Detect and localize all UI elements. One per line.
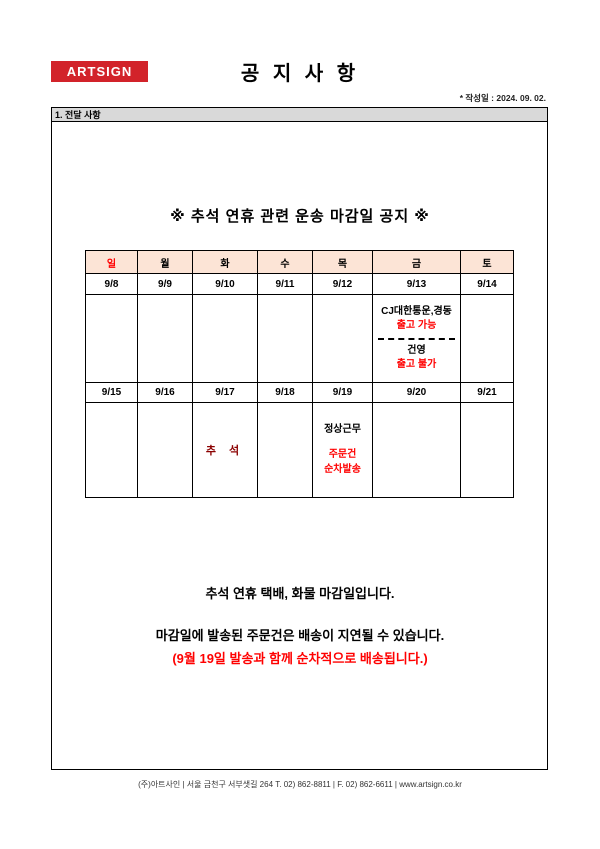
date-cell: 9/10 <box>192 273 258 295</box>
date-cell: 9/15 <box>85 382 138 403</box>
notice-title: ※ 추석 연휴 관련 운송 마감일 공지 ※ <box>170 208 430 225</box>
artsign-logo: ARTSIGN <box>51 61 148 82</box>
dashed-divider <box>378 337 455 340</box>
creation-date: * 작성일 : 2024. 09. 02. <box>459 93 546 103</box>
shipping-calendar-table: 일 월 화 수 목 금 토 9/8 9/9 9/10 9/11 9/12 9/1… <box>85 250 514 498</box>
empty-cell <box>257 294 313 383</box>
empty-cell <box>137 294 193 383</box>
date-cell: 9/16 <box>137 382 193 403</box>
friday-shipping-cell: CJ대한통운,경동 출고 가능 건영 출고 불가 <box>372 294 461 383</box>
empty-cell <box>372 402 461 498</box>
week2-date-row: 9/15 9/16 9/17 9/18 9/19 9/20 9/21 <box>85 382 514 403</box>
holiday-cell-9-17: 추 석 <box>192 402 258 498</box>
date-cell: 9/13 <box>372 273 461 295</box>
section-header: 1. 전달 사항 <box>51 107 548 122</box>
weekday-sun: 일 <box>85 250 138 274</box>
date-cell: 9/14 <box>460 273 514 295</box>
thursday-work-cell: 정상근무 주문건 순차발송 <box>312 402 373 498</box>
spacer <box>314 438 372 447</box>
holiday-cell-9-18 <box>257 402 313 498</box>
status-available-label: 출고 가능 <box>396 320 437 331</box>
carriers-available-label: CJ대한통운,경동 <box>381 305 452 317</box>
date-cell: 9/12 <box>312 273 373 295</box>
empty-cell <box>192 294 258 383</box>
week2-content-row: 추 석 정상근무 주문건 순차발송 <box>85 402 514 498</box>
weekday-fri: 금 <box>372 250 461 274</box>
weekday-tue: 화 <box>192 250 258 274</box>
weekday-thu: 목 <box>312 250 373 274</box>
date-cell: 9/20 <box>372 382 461 403</box>
holiday-cell-9-14 <box>460 294 514 383</box>
delay-warning-note: 마감일에 발송된 주문건은 배송이 지연될 수 있습니다. <box>155 628 445 643</box>
holiday-cell-9-15 <box>85 402 138 498</box>
date-cell: 9/8 <box>85 273 138 295</box>
empty-cell <box>460 402 514 498</box>
weekday-mon: 월 <box>137 250 193 274</box>
work-status-label: 정상근무 <box>324 423 361 435</box>
date-cell: 9/11 <box>257 273 313 295</box>
week1-content-row: CJ대한통운,경동 출고 가능 건영 출고 불가 <box>85 294 514 383</box>
order-dispatch-line2: 순차발송 <box>324 463 361 475</box>
date-cell: 9/9 <box>137 273 193 295</box>
order-dispatch-line1: 주문건 <box>328 449 357 461</box>
sequential-shipping-note: (9월 19일 발송과 함께 순차적으로 배송됩니다.) <box>172 651 428 666</box>
thursday-cell-content: 정상근무 주문건 순차발송 <box>314 404 372 497</box>
empty-cell <box>85 294 138 383</box>
week1-date-row: 9/8 9/9 9/10 9/11 9/12 9/13 9/14 <box>85 273 514 295</box>
date-cell: 9/19 <box>312 382 373 403</box>
date-cell: 9/18 <box>257 382 313 403</box>
chuseok-label: 추 석 <box>205 445 245 457</box>
empty-cell <box>312 294 373 383</box>
date-cell: 9/21 <box>460 382 514 403</box>
weekday-sat: 토 <box>460 250 514 274</box>
section-header-label: 1. 전달 사항 <box>55 110 101 120</box>
artsign-logo-text: ARTSIGN <box>66 64 133 79</box>
status-unavailable-label: 출고 불가 <box>396 359 437 370</box>
weekday-header-row: 일 월 화 수 목 금 토 <box>85 250 514 274</box>
date-cell: 9/17 <box>192 382 258 403</box>
friday-cell-content: CJ대한통운,경동 출고 가능 건영 출고 불가 <box>374 296 460 382</box>
weekday-wed: 수 <box>257 250 313 274</box>
company-footer: (주)아트사인 | 서울 금천구 서부샛길 264 T. 02) 862-881… <box>138 780 462 789</box>
page-title: 공 지 사 항 <box>240 63 360 85</box>
holiday-cell-9-16 <box>137 402 193 498</box>
carrier-unavailable-label: 건영 <box>407 344 426 356</box>
deadline-note: 추석 연휴 택배, 화물 마감일입니다. <box>205 586 395 601</box>
